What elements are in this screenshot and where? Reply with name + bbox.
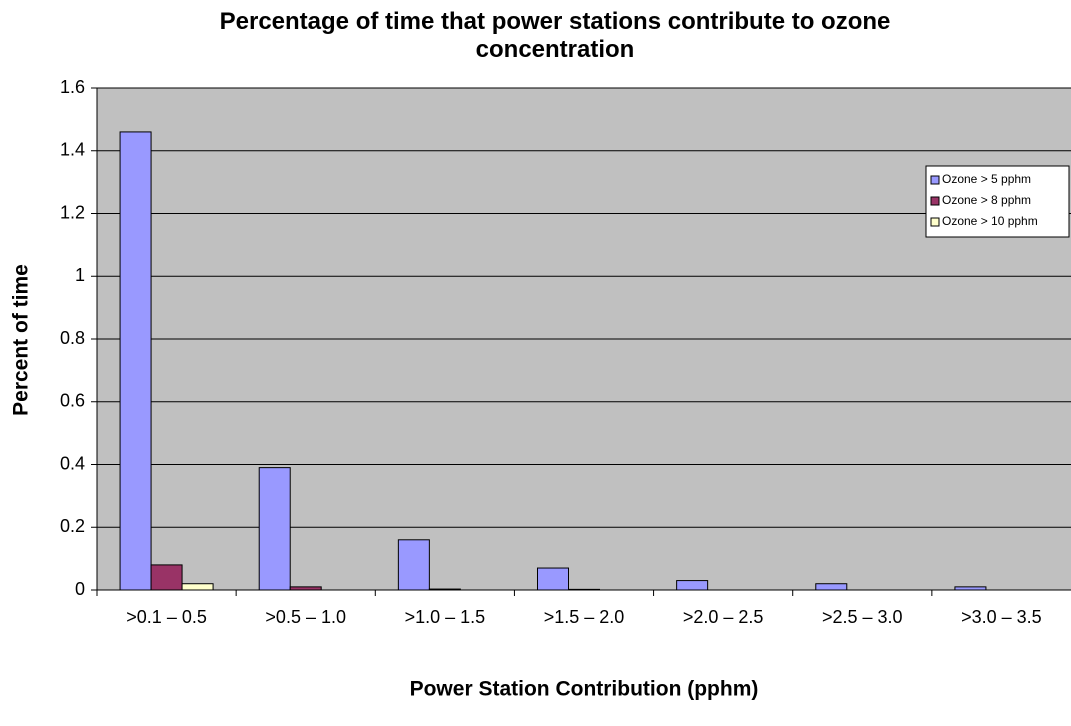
bar — [397, 539, 430, 591]
legend-swatch — [930, 175, 940, 185]
legend-label: Ozone > 8 pphm — [942, 193, 1031, 207]
y-tick-label: 1.4 — [60, 140, 85, 160]
y-tick-label: 1 — [75, 265, 85, 285]
y-tick-label: 1.2 — [60, 202, 85, 222]
x-tick-label: >0.5 – 1.0 — [265, 607, 346, 627]
bar — [815, 583, 848, 591]
x-axis-title: Power Station Contribution (pphm) — [410, 678, 759, 701]
bar — [150, 564, 183, 591]
y-tick-label: 0 — [75, 579, 85, 599]
chart-title: Percentage of time that power stations c… — [219, 8, 891, 63]
x-tick-label: >3.0 – 3.5 — [961, 607, 1042, 627]
x-tick-label: >0.1 – 0.5 — [126, 607, 207, 627]
y-tick-label: 1.6 — [60, 77, 85, 97]
bar — [119, 131, 152, 591]
bar — [676, 580, 709, 591]
y-tick-label: 0.6 — [60, 391, 85, 411]
legend-swatch — [930, 217, 940, 227]
x-tick-label: >1.0 – 1.5 — [405, 607, 486, 627]
legend-swatch — [930, 196, 940, 206]
legend-box — [925, 165, 1070, 238]
y-tick-label: 0.8 — [60, 328, 85, 348]
y-tick-label: 0.2 — [60, 516, 85, 536]
x-tick-label: >2.0 – 2.5 — [683, 607, 764, 627]
x-tick-label: >2.5 – 3.0 — [822, 607, 903, 627]
y-axis-title: Percent of time — [10, 264, 33, 416]
x-tick-label: >1.5 – 2.0 — [544, 607, 625, 627]
legend-label: Ozone > 10 pphm — [942, 214, 1038, 228]
legend-label: Ozone > 5 pphm — [942, 172, 1031, 186]
bar — [181, 583, 214, 591]
bar — [258, 467, 291, 591]
bar — [537, 567, 569, 591]
y-tick-label: 0.4 — [60, 453, 85, 473]
